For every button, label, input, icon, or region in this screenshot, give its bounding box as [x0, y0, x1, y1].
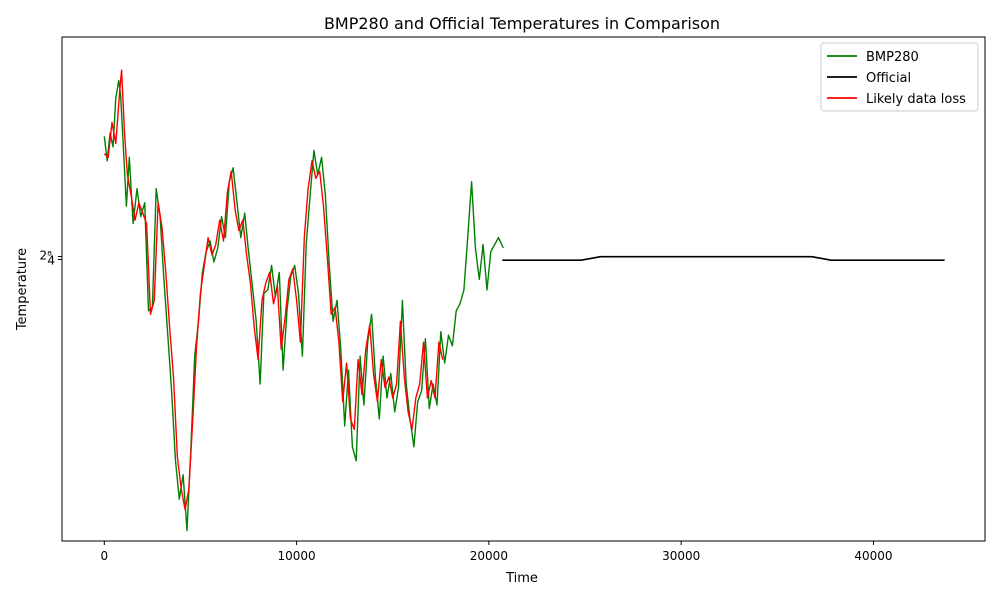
series-line-official — [502, 255, 945, 262]
series-layer — [103, 69, 945, 532]
chart-title: BMP280 and Official Temperatures in Comp… — [324, 14, 720, 33]
x-tick-label: 20000 — [470, 549, 508, 563]
x-axis: 0 10000 20000 30000 40000 — [100, 541, 893, 563]
x-axis-label: Time — [505, 571, 538, 586]
x-tick-label: 30000 — [662, 549, 700, 563]
series-line-likely-data-loss — [103, 69, 444, 511]
legend-label: Official — [866, 71, 911, 86]
plot-frame — [61, 36, 986, 542]
x-tick-label: 0 — [100, 549, 108, 563]
y-tick-label: 4 — [47, 253, 55, 267]
legend-box — [820, 42, 979, 112]
y-axis-label: Temperature — [15, 248, 30, 331]
x-tick-label: 40000 — [854, 549, 892, 563]
legend: BMP280 Official Likely data loss — [820, 42, 979, 112]
legend-label: BMP280 — [866, 50, 919, 65]
y-axis: 42⁸ — [40, 248, 62, 267]
legend-label: Likely data loss — [866, 92, 966, 107]
y-tick-label: 2⁸ — [40, 248, 53, 262]
x-tick-label: 10000 — [278, 549, 316, 563]
